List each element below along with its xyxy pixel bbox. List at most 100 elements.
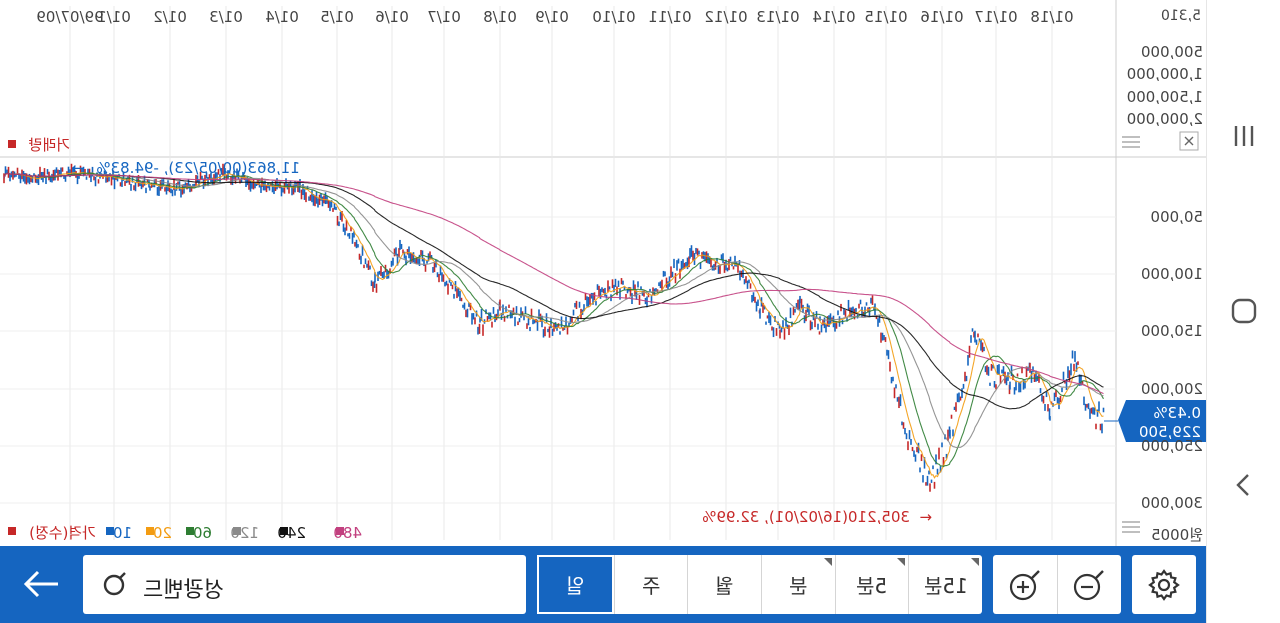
x-axis-label: 01/5	[320, 8, 354, 26]
x-axis-label: 01/1	[97, 8, 131, 26]
search-icon	[103, 572, 126, 596]
period-tab-3[interactable]: 분	[761, 555, 835, 614]
ma120-line	[3, 172, 1104, 449]
x-axis-label: 01/7	[427, 8, 461, 26]
x-axis-label: 01/18	[1030, 8, 1073, 26]
price-axis-label: 50,000	[1151, 208, 1204, 226]
volume-current-value: 38,950	[1152, 25, 1201, 41]
arrow-icon: ←	[919, 508, 932, 526]
zoom-in-icon	[1009, 569, 1040, 600]
period-tab-1[interactable]: 주	[613, 555, 688, 614]
legend-ma: 480	[333, 524, 362, 542]
price-axis-label: 100,000	[1141, 265, 1203, 283]
legend-marker	[106, 527, 114, 535]
home-button[interactable]	[1224, 291, 1264, 331]
x-axis-label: 01/14	[812, 8, 855, 26]
volume-title: 거래량	[28, 136, 70, 154]
chart-app: 99/07/09 01/1 01/2 01/3 01/4 01/5 01/6 01/7 01/8…	[0, 0, 1206, 623]
volume-corner-label: 5,310	[1161, 8, 1201, 24]
legend-ma: 120	[230, 524, 259, 542]
volume-axis-label: 1,500,000	[1127, 88, 1203, 106]
legend-ma: 10	[113, 524, 132, 542]
period-tab-5[interactable]: 15분	[908, 555, 982, 614]
zoom-out-button[interactable]	[1056, 555, 1122, 614]
period-tab-label: 일	[566, 574, 585, 598]
gear-icon	[1148, 568, 1180, 601]
close-icon-x	[1184, 136, 1194, 146]
price-panel	[0, 0, 1206, 546]
back-arrow-icon	[23, 570, 58, 598]
legend-price: 가격(수정)	[29, 524, 96, 542]
settings-button[interactable]	[1132, 555, 1196, 614]
price-axis-label: 300,000	[1141, 494, 1203, 512]
price-axis-label: 150,000	[1141, 322, 1203, 340]
back-button[interactable]	[12, 568, 68, 600]
system-back-button[interactable]	[1224, 465, 1264, 505]
x-axis-label: 99/07/09	[36, 8, 103, 26]
x-axis-label: 01/12	[704, 8, 747, 26]
x-axis-label: 01/11	[648, 8, 691, 26]
search-value: 성광벤드	[143, 578, 224, 603]
legend-marker	[336, 527, 344, 535]
legend-marker	[233, 527, 241, 535]
legend-ma: 20	[153, 524, 172, 542]
x-axis-label: 01/16	[920, 8, 963, 26]
home-icon	[1231, 298, 1257, 324]
x-axis-label: 01/13	[756, 8, 799, 26]
x-axis-label: 01/10	[592, 8, 635, 26]
legend-marker	[146, 527, 154, 535]
volume-axis-label: 1,000,000	[1127, 65, 1203, 83]
legend-ma: 240	[277, 524, 306, 542]
system-back-icon	[1236, 474, 1249, 496]
period-tab-0[interactable]: 일	[537, 555, 614, 614]
price-axis-label: 200,000	[1141, 380, 1203, 398]
volume-legend-marker	[8, 140, 16, 148]
current-price: 229,500	[1139, 423, 1201, 441]
period-tab-4[interactable]: 5분	[834, 555, 909, 614]
current-price-tag	[1118, 400, 1206, 442]
legend-marker	[280, 527, 288, 535]
ma240-line	[3, 172, 1104, 410]
volume-axis-label: 500,000	[1141, 43, 1203, 61]
period-tab-label: 월	[715, 574, 734, 598]
x-axis-label: 01/15	[864, 8, 907, 26]
current-change: 0.43%	[1153, 404, 1201, 422]
dropdown-corner-icon	[971, 558, 980, 566]
high-annotation: 11,863(00/05/23), -94.83%	[96, 159, 300, 177]
period-tab-2[interactable]: 월	[687, 555, 761, 614]
bottom-toolbar: 성광벤드 일 주 월 분 5분 15분	[0, 546, 1206, 623]
x-axis-label: 01/4	[265, 8, 299, 26]
low-annotation: 305,210(16/02/01), 32.99%	[702, 508, 910, 526]
legend-marker	[186, 527, 194, 535]
zoom-out-icon	[1074, 569, 1105, 600]
period-tabs: 일 주 월 분 5분 15분	[537, 555, 982, 614]
x-axis-label: 01/3	[209, 8, 243, 26]
legend-ma: 60	[193, 524, 212, 542]
volume-axis-label: 2,000,000	[1127, 110, 1203, 128]
period-tab-label: 주	[641, 574, 661, 598]
chart-background	[0, 0, 1206, 546]
period-tab-label: 분	[789, 574, 808, 598]
price-axis-label: 250,000	[1141, 437, 1203, 455]
period-tab-label: 15분	[923, 574, 968, 598]
zoom-in-button[interactable]	[993, 555, 1057, 614]
ma480-line	[3, 172, 1104, 395]
legend-marker	[8, 527, 16, 535]
x-axis-label: 01/9	[535, 8, 569, 26]
arrow-icon: →	[71, 159, 84, 177]
ma60-line	[3, 172, 1104, 468]
x-axis-label: 01/2	[153, 8, 187, 26]
dropdown-corner-icon	[823, 558, 832, 566]
recents-icon	[1234, 126, 1254, 146]
system-navigation-bar	[1206, 0, 1280, 623]
dropdown-corner-icon	[897, 558, 906, 566]
search-field[interactable]: 성광벤드	[83, 555, 526, 614]
zoom-controls	[993, 555, 1121, 614]
recents-button[interactable]	[1224, 116, 1264, 156]
x-axis-label: 01/6	[375, 8, 409, 26]
price-unit-label: 원0005	[1151, 526, 1203, 544]
x-axis-label: 01/17	[974, 8, 1017, 26]
period-tab-label: 5분	[856, 574, 888, 598]
